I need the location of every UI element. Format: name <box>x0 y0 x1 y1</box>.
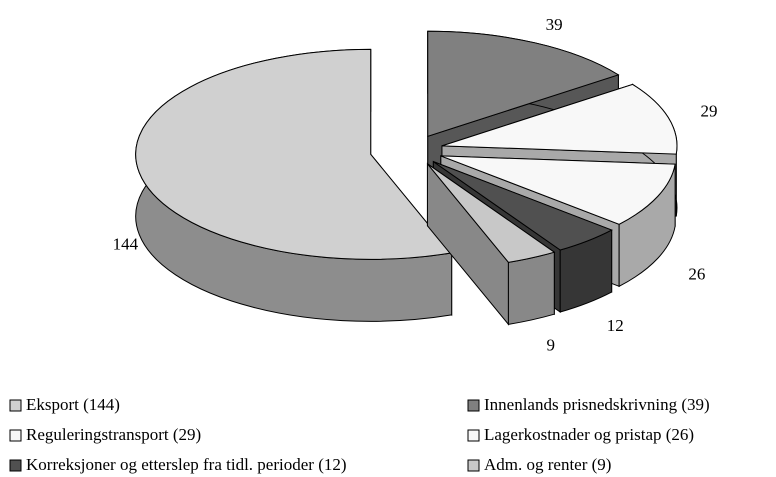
legend-label: Lagerkostnader og pristap (26) <box>484 425 694 444</box>
legend-swatch <box>467 399 480 412</box>
legend-label: Eksport (144) <box>26 395 120 414</box>
slice-face <box>135 48 453 260</box>
data-label: 144 <box>113 235 139 254</box>
legend-swatch <box>467 459 480 472</box>
slice-face <box>433 161 613 251</box>
data-label: 9 <box>547 336 556 355</box>
legend-label: Adm. og renter (9) <box>484 455 611 474</box>
pie-slice <box>135 48 453 322</box>
legend-swatch <box>9 399 22 412</box>
pie-slice <box>426 162 556 326</box>
slice-face <box>441 83 678 155</box>
data-label: 26 <box>688 264 705 283</box>
legend-label: Innenlands prisnedskrivning (39) <box>484 395 710 414</box>
legend-label: Reguleringstransport (29) <box>26 425 201 444</box>
legend-swatch <box>9 459 22 472</box>
data-label: 29 <box>701 101 718 120</box>
slice-face <box>440 155 676 225</box>
legend-swatch <box>467 429 480 442</box>
legend-swatch <box>9 429 22 442</box>
slice-face <box>427 30 620 137</box>
data-label: 12 <box>607 316 624 335</box>
slice-face <box>507 251 555 325</box>
legend-label: Korreksjoner og etterslep fra tidl. peri… <box>26 455 347 474</box>
slice-face <box>427 163 556 263</box>
data-label: 39 <box>546 15 563 34</box>
